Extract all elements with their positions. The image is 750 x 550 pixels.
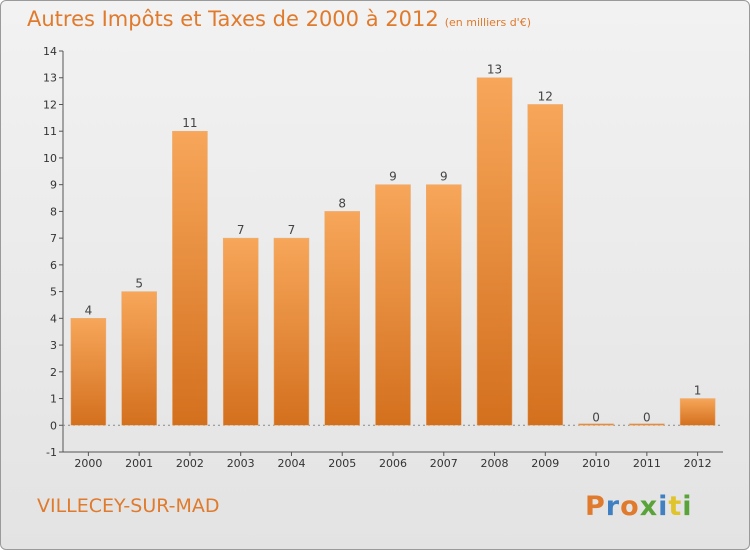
logo-letter: i xyxy=(658,491,669,522)
data-label-2000: 4 xyxy=(85,303,93,317)
y-tick-label: 2 xyxy=(50,366,57,379)
y-tick-label: -1 xyxy=(46,446,57,459)
y-tick-label: 3 xyxy=(50,339,57,352)
chart-unit: (en milliers d'€) xyxy=(444,16,531,29)
data-label-2005: 8 xyxy=(338,196,346,210)
data-label-2003: 7 xyxy=(237,223,245,237)
bar-2011 xyxy=(629,423,665,426)
bar-2003 xyxy=(222,237,259,426)
y-tick-label: 5 xyxy=(50,286,57,299)
data-label-2007: 9 xyxy=(440,170,448,184)
x-tick-label-2006: 2006 xyxy=(379,457,407,470)
y-tick-label: 4 xyxy=(50,312,57,325)
logo-letter: x xyxy=(639,491,659,522)
x-tick-label-2011: 2011 xyxy=(633,457,661,470)
logo-letter: t xyxy=(668,491,683,522)
x-tick-label-2010: 2010 xyxy=(582,457,610,470)
chart-title: Autres Impôts et Taxes de 2000 à 2012 (en… xyxy=(27,7,531,31)
data-label-2011: 0 xyxy=(643,410,651,424)
bar-2009 xyxy=(527,104,564,426)
logo-letter: o xyxy=(620,491,640,522)
x-tick-label-2000: 2000 xyxy=(74,457,102,470)
data-label-2009: 12 xyxy=(538,89,553,103)
bar-2010 xyxy=(578,423,614,426)
x-tick-label-2007: 2007 xyxy=(430,457,458,470)
bar-2001 xyxy=(121,291,157,426)
commune-name: VILLECEY-SUR-MAD xyxy=(37,495,220,517)
bar-2007 xyxy=(426,184,462,426)
data-label-2012: 1 xyxy=(694,384,702,398)
logo-letter: r xyxy=(605,491,621,522)
y-tick-label: 11 xyxy=(43,125,57,138)
y-tick-label: 6 xyxy=(50,259,57,272)
proxiti-logo: Proxiti xyxy=(585,491,693,522)
data-label-2004: 7 xyxy=(288,223,296,237)
x-tick-label-2003: 2003 xyxy=(227,457,255,470)
bar-2005 xyxy=(324,211,360,426)
data-label-2001: 5 xyxy=(135,277,143,291)
x-tick-label-2012: 2012 xyxy=(684,457,712,470)
y-tick-label: 7 xyxy=(50,232,57,245)
y-tick-label: 9 xyxy=(50,179,57,192)
y-tick-label: 13 xyxy=(43,72,57,85)
bar-2000 xyxy=(70,318,107,426)
bar-2012 xyxy=(679,398,716,426)
bar-2002 xyxy=(172,130,208,426)
x-tick-label-2004: 2004 xyxy=(277,457,305,470)
x-tick-label-2008: 2008 xyxy=(481,457,509,470)
chart-title-text: Autres Impôts et Taxes de 2000 à 2012 xyxy=(27,7,439,31)
bar-2006 xyxy=(375,184,411,426)
logo-letter: i xyxy=(682,491,693,522)
y-tick-label: 0 xyxy=(50,419,57,432)
data-label-2008: 13 xyxy=(487,63,502,77)
logo-letter: P xyxy=(585,491,606,522)
bar-2004 xyxy=(273,237,310,426)
y-tick-label: 8 xyxy=(50,205,57,218)
y-tick-label: 1 xyxy=(50,393,57,406)
data-label-2002: 11 xyxy=(182,116,197,130)
data-label-2010: 0 xyxy=(592,410,600,424)
x-tick-label-2005: 2005 xyxy=(328,457,356,470)
bar-2008 xyxy=(476,77,513,426)
x-tick-label-2001: 2001 xyxy=(125,457,153,470)
y-tick-label: 12 xyxy=(43,98,57,111)
y-tick-label: 10 xyxy=(43,152,57,165)
y-tick-label: 14 xyxy=(43,45,57,58)
data-label-2006: 9 xyxy=(389,170,397,184)
x-tick-label-2002: 2002 xyxy=(176,457,204,470)
x-tick-label-2009: 2009 xyxy=(531,457,559,470)
